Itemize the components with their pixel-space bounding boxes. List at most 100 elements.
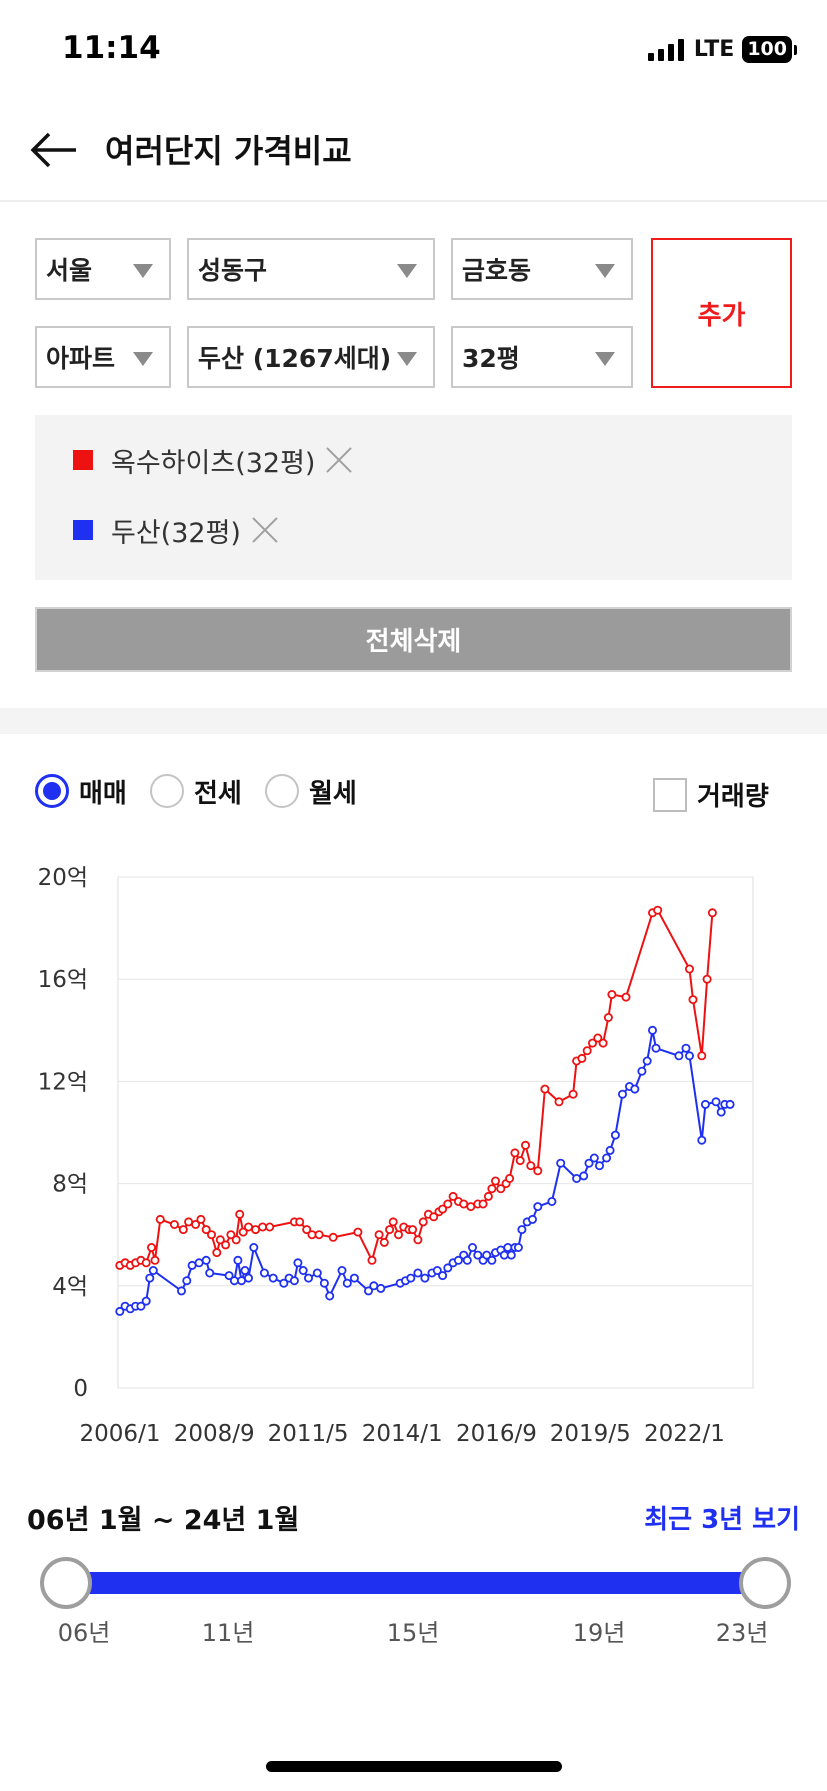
size-select[interactable]: 32평 xyxy=(451,326,633,388)
data-point xyxy=(533,1166,543,1176)
x-tick-label: 2016/9 xyxy=(456,1421,537,1447)
data-point xyxy=(603,1012,613,1022)
slider-tick-label: 23년 xyxy=(715,1619,769,1647)
y-tick-label: 4억 xyxy=(52,1274,88,1300)
data-point xyxy=(295,1217,305,1227)
data-point xyxy=(319,1278,329,1288)
plot-area xyxy=(117,876,754,1389)
data-point xyxy=(554,1097,564,1107)
radio-unchecked-icon xyxy=(265,774,299,808)
data-point xyxy=(293,1258,303,1268)
property-type-select[interactable]: 아파트 xyxy=(35,326,171,388)
dong-select[interactable]: 금호동 xyxy=(451,238,633,300)
data-point xyxy=(505,1173,515,1183)
data-point xyxy=(259,1268,269,1278)
data-point xyxy=(438,1204,448,1214)
data-point xyxy=(240,1265,250,1275)
data-point xyxy=(478,1199,488,1209)
chevron-down-icon xyxy=(595,352,615,366)
data-point xyxy=(169,1219,179,1229)
data-point xyxy=(526,1161,536,1171)
data-point xyxy=(312,1268,322,1278)
page-header: 여러단지 가격비교 xyxy=(0,100,827,202)
data-point xyxy=(432,1265,442,1275)
data-point xyxy=(515,1156,525,1166)
x-tick-label: 2008/9 xyxy=(174,1421,255,1447)
district-select[interactable]: 성동구 xyxy=(187,238,435,300)
chevron-down-icon xyxy=(133,352,153,366)
selected-item-label: 옥수하이츠(32평) xyxy=(111,447,316,479)
y-tick-label: 0 xyxy=(73,1376,88,1402)
data-point xyxy=(685,964,695,974)
data-point xyxy=(314,1230,324,1240)
data-point xyxy=(473,1250,483,1260)
radio-jeonse-label: 전세 xyxy=(194,778,242,809)
y-tick-label: 16억 xyxy=(38,967,88,993)
data-point xyxy=(483,1191,493,1201)
data-point xyxy=(577,1053,587,1063)
data-point xyxy=(681,1043,691,1053)
add-button[interactable]: 추가 xyxy=(651,238,792,388)
data-point xyxy=(521,1140,531,1150)
selected-item: 옥수하이츠(32평) xyxy=(73,443,355,479)
range-slider-end-handle[interactable] xyxy=(739,1557,791,1609)
data-point xyxy=(243,1273,253,1283)
data-point xyxy=(146,1242,156,1252)
property-type-value: 아파트 xyxy=(46,344,116,373)
data-point xyxy=(429,1212,439,1222)
data-point xyxy=(482,1250,492,1260)
data-point xyxy=(697,1135,707,1145)
data-point xyxy=(621,992,631,1002)
complex-select[interactable]: 두산 (1267세대) xyxy=(187,326,435,388)
data-point xyxy=(584,1158,594,1168)
price-chart: 0 4억 8억 12억 16억 20억 2006/1 2008/9 2011/5 2014/1 20… xyxy=(0,850,827,1450)
range-slider-start-handle[interactable] xyxy=(40,1557,92,1609)
data-point xyxy=(231,1235,241,1245)
data-point xyxy=(349,1273,359,1283)
arrow-left-icon[interactable] xyxy=(30,130,80,170)
city-select[interactable]: 서울 xyxy=(35,238,171,300)
data-point xyxy=(201,1255,211,1265)
recent-3-years-link[interactable]: 최근 3년 보기 xyxy=(644,1505,800,1535)
chevron-down-icon xyxy=(133,264,153,278)
data-point xyxy=(605,1145,615,1155)
size-select-value: 32평 xyxy=(462,344,520,373)
data-point xyxy=(206,1230,216,1240)
data-point xyxy=(506,1250,516,1260)
data-point xyxy=(178,1225,188,1235)
dong-select-value: 금호동 xyxy=(462,256,532,285)
close-icon[interactable] xyxy=(251,515,281,545)
data-point xyxy=(700,1099,710,1109)
data-point xyxy=(289,1276,299,1286)
volume-checkbox[interactable]: 거래량 xyxy=(653,776,769,813)
close-icon[interactable] xyxy=(325,445,355,475)
radio-sale[interactable]: 매매 xyxy=(35,773,127,809)
data-point xyxy=(448,1191,458,1201)
data-point xyxy=(353,1227,363,1237)
radio-jeonse[interactable]: 전세 xyxy=(150,773,242,809)
home-indicator xyxy=(266,1761,562,1772)
selected-item: 두산(32평) xyxy=(73,513,281,549)
data-point xyxy=(325,1291,335,1301)
data-point xyxy=(707,908,717,918)
radio-sale-label: 매매 xyxy=(79,778,127,809)
data-point xyxy=(588,1038,598,1048)
status-bar: 11:14 LTE 100 xyxy=(0,0,827,100)
data-point xyxy=(453,1255,463,1265)
data-point xyxy=(238,1227,248,1237)
clear-all-button[interactable]: 전체삭제 xyxy=(35,607,792,672)
legend-swatch xyxy=(73,450,93,470)
data-point xyxy=(249,1242,259,1252)
range-slider-track[interactable] xyxy=(65,1572,765,1594)
data-point xyxy=(150,1255,160,1265)
data-point xyxy=(374,1230,384,1240)
slider-tick-label: 15년 xyxy=(386,1619,440,1647)
radio-monthly[interactable]: 월세 xyxy=(265,773,357,809)
data-point xyxy=(648,1025,658,1035)
data-point xyxy=(642,1056,652,1066)
data-point xyxy=(496,1184,506,1194)
data-point xyxy=(503,1242,513,1252)
data-point xyxy=(610,1130,620,1140)
data-point xyxy=(651,1043,661,1053)
x-tick-label: 2006/1 xyxy=(80,1421,161,1447)
